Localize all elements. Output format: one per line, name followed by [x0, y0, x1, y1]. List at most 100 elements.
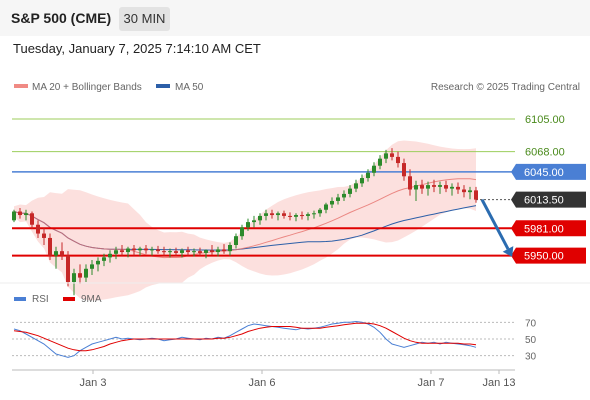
candle-body [24, 213, 28, 216]
candle-body [150, 249, 154, 251]
candle-body [354, 183, 358, 189]
candle-body [348, 188, 352, 194]
candle-body [258, 215, 262, 221]
ma50-legend-swatch [156, 84, 170, 88]
candle-body [450, 186, 454, 189]
candle-body [216, 249, 220, 253]
candle-body [36, 224, 40, 234]
candle-body [396, 156, 400, 164]
timestamp: Tuesday, January 7, 2025 7:14:10 AM CET [13, 41, 261, 56]
candle-body [240, 227, 244, 237]
x-tick-label: Jan 7 [418, 377, 445, 389]
rsi-legend-swatch [14, 297, 26, 301]
x-tick-label: Jan 3 [80, 377, 107, 389]
candle-body [144, 248, 148, 251]
candle-body [234, 236, 238, 245]
candle-body [78, 273, 82, 278]
candle-body [192, 251, 196, 253]
candle-body [84, 268, 88, 278]
rsi-line [13, 320, 477, 358]
rsi-ma-legend-label: 9MA [81, 294, 102, 305]
candle-body [276, 213, 280, 216]
price-panel: 6105.00 6068.00 6045.00 6013.50 5981.00 5950.… [12, 114, 586, 301]
support-2-badge [511, 247, 586, 264]
ma50-level-label: 6045.00 [524, 167, 564, 179]
ma20-legend-label: MA 20 + Bollinger Bands [32, 82, 142, 93]
candle-body [90, 264, 94, 269]
candle-body [300, 215, 304, 217]
rsi-panel: 30 50 70 [12, 318, 537, 363]
candle-body [288, 215, 292, 217]
credit-text: Research © 2025 Trading Central [431, 82, 580, 93]
candle-body [42, 233, 46, 238]
candle-body [324, 204, 328, 210]
candle-body [246, 222, 250, 228]
candle-body [186, 250, 190, 253]
rsi-tick-label: 50 [525, 335, 537, 346]
candle-body [168, 251, 172, 253]
candle-body [414, 185, 418, 190]
candle-body [120, 250, 124, 253]
candle-body [312, 213, 316, 215]
candle-body [360, 178, 364, 184]
candle-body [18, 211, 22, 216]
candle-body [132, 248, 136, 251]
timeframe-button[interactable]: 30 MIN [119, 7, 170, 31]
rsi-tick-label: 70 [525, 318, 537, 329]
candle-body [180, 250, 184, 253]
candle-body [162, 251, 166, 253]
resistance-2-label: 6105.00 [525, 114, 565, 126]
rsi-ma-legend-swatch [63, 297, 75, 301]
candle-body [318, 209, 322, 214]
last-price-badge [511, 191, 586, 208]
candle-body [102, 257, 106, 261]
forecast-arrowhead [502, 246, 514, 257]
candle-body [264, 213, 268, 216]
header-bar: S&P 500 (CME) 30 MIN [0, 0, 590, 36]
rsi-ma-line [13, 322, 477, 352]
candle-body [366, 172, 370, 179]
ma20-legend-swatch [14, 84, 28, 88]
candle-body [252, 220, 256, 223]
candle-body [336, 197, 340, 201]
candle-body [270, 213, 274, 216]
x-tick-label: Jan 6 [249, 377, 276, 389]
forecast-arrow [480, 198, 510, 250]
candle-body [156, 249, 160, 252]
candle-body [372, 165, 376, 173]
candle-body [54, 251, 58, 256]
candle-body [456, 186, 460, 190]
candle-body [60, 251, 64, 256]
candle-body [444, 185, 448, 189]
candle-body [204, 250, 208, 253]
candle-body [126, 248, 130, 253]
candle-body [48, 237, 52, 256]
bollinger-band [14, 140, 476, 301]
candle-body [468, 190, 472, 193]
candle-body [228, 245, 232, 252]
candle-body [342, 193, 346, 198]
candle-body [390, 153, 394, 157]
resistance-1-label: 6068.00 [525, 147, 565, 159]
candle-body [174, 251, 178, 253]
candle-body [420, 185, 424, 189]
x-axis: Jan 3 Jan 6 Jan 7 Jan 13 [80, 370, 516, 389]
candle-body [462, 189, 466, 193]
candle-body [138, 248, 142, 251]
ma50-level-badge [511, 163, 586, 180]
candle-body [306, 214, 310, 216]
ma50-legend-label: MA 50 [175, 82, 204, 93]
candle-body [108, 253, 112, 258]
candle-body [30, 213, 34, 225]
candle-body [330, 200, 334, 205]
candle-body [474, 190, 478, 200]
candle-body [210, 250, 214, 253]
support-1-label: 5981.00 [524, 223, 564, 235]
rsi-tick-label: 30 [525, 352, 537, 363]
candle-body [12, 211, 16, 221]
candle-body [426, 185, 430, 189]
candle-body [384, 153, 388, 159]
candle-body [438, 185, 442, 187]
candle-body [72, 273, 76, 282]
